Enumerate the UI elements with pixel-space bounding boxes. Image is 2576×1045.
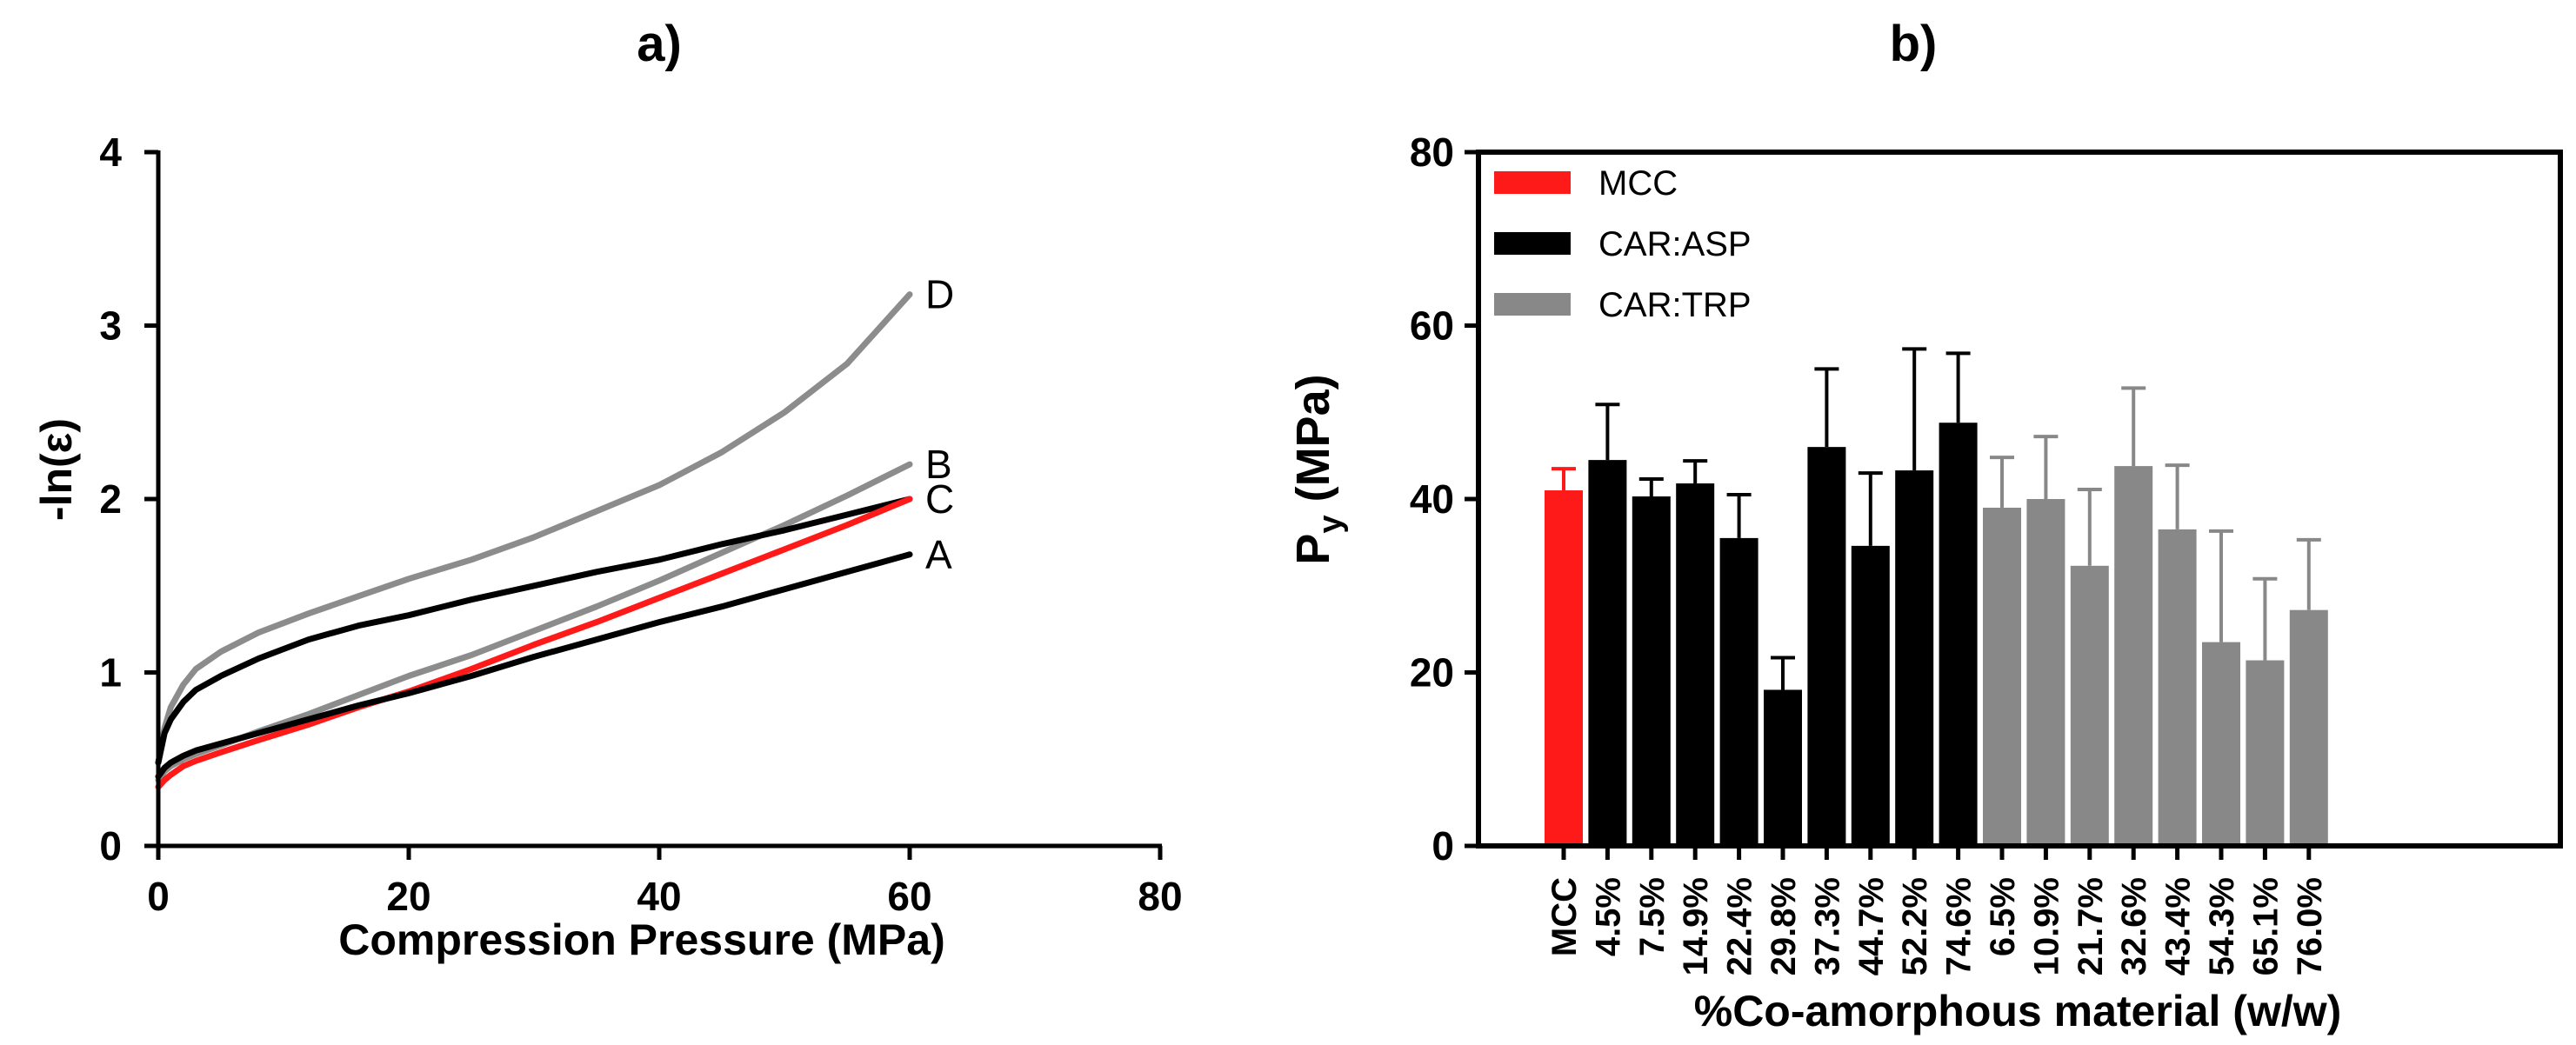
bar-74-6 xyxy=(1939,423,1978,846)
panel-b-error-bars xyxy=(1552,347,2321,690)
legend-swatch-car-trp xyxy=(1494,293,1571,316)
panel-b-x-axis-title: %Co-amorphous material (w/w) xyxy=(1694,987,2342,1035)
panel-b-x-tick-label: 4.5% xyxy=(1589,877,1627,956)
panel-b-x-tick-label: 14.9% xyxy=(1677,877,1715,975)
panel-a-y-tick-label: 0 xyxy=(99,823,122,869)
panel-b-x-ticks: MCC 4.5% 7.5% 14.9% 22.4% 29.8% 37.3% 44.7% 52.2… xyxy=(1545,846,2329,975)
panel-a-y-tick-label: 4 xyxy=(99,130,122,175)
panel-b-y-axis-title-unit: (MPa) xyxy=(1287,374,1339,515)
legend-label-mcc: MCC xyxy=(1598,164,1678,203)
panel-a-y-axis-title: -ln(ε) xyxy=(32,418,81,521)
panel-a-line-chart: a) 0 1 2 3 4 0 20 40 60 80 D BCA Compression Pres… xyxy=(32,16,1183,964)
panel-b-x-tick-label: 44.7% xyxy=(1852,877,1891,975)
panel-b-legend: MCC CAR:ASP CAR:TRP xyxy=(1494,164,1752,324)
bar-32-6 xyxy=(2114,466,2153,846)
panel-a-curves xyxy=(155,291,913,790)
bar-43-4 xyxy=(2158,529,2197,846)
curve-red xyxy=(155,496,913,790)
legend-label-car-trp: CAR:TRP xyxy=(1598,286,1752,324)
legend-swatch-car-asp xyxy=(1494,232,1571,255)
legend-swatch-mcc xyxy=(1494,171,1571,194)
bar-54-3 xyxy=(2202,642,2240,846)
curve-d xyxy=(155,291,913,766)
panel-b-x-tick-label: 21.7% xyxy=(2072,877,2110,975)
bar-4-5 xyxy=(1588,460,1627,846)
panel-a-x-ticks: 0 20 40 60 80 xyxy=(147,846,1183,919)
bar-44-7 xyxy=(1851,545,1890,846)
curve-b xyxy=(155,461,913,783)
panel-a-x-tick-label: 20 xyxy=(386,874,430,919)
bar-mcc xyxy=(1545,490,1583,846)
panel-b-x-tick-label: 10.9% xyxy=(2027,877,2065,975)
bar-22-4 xyxy=(1719,537,1758,846)
panel-b-label: b) xyxy=(1890,16,1938,72)
panel-b-x-tick-label: 43.4% xyxy=(2159,877,2198,975)
panel-a-axes xyxy=(156,150,1162,849)
panel-b-y-axis-title: Py (MPa) xyxy=(1287,374,1349,564)
panel-b-x-tick-label: 37.3% xyxy=(1808,877,1846,975)
panel-b-y-tick-label: 80 xyxy=(1410,130,1454,175)
panel-b-y-axis-title-sub: y xyxy=(1312,515,1349,533)
bar-7-5 xyxy=(1632,496,1671,846)
panel-b-x-tick-label: 52.2% xyxy=(1896,877,1934,975)
panel-b-x-tick-label: 29.8% xyxy=(1765,877,1803,975)
panel-a-y-tick-label: 3 xyxy=(99,303,122,349)
panel-a-y-ticks: 0 1 2 3 4 xyxy=(99,130,158,869)
bar-21-7 xyxy=(2070,565,2109,846)
panel-a-y-tick-label: 1 xyxy=(99,650,122,696)
panel-a-x-tick-label: 60 xyxy=(887,874,931,919)
panel-b-x-tick-label: 54.3% xyxy=(2203,877,2241,975)
panel-a-x-tick-label: 40 xyxy=(637,874,681,919)
panel-b-x-tick-label: 32.6% xyxy=(2115,877,2153,975)
panel-b-y-tick-label: 60 xyxy=(1410,303,1454,349)
panel-b-y-tick-label: 0 xyxy=(1431,823,1454,869)
bar-76-0 xyxy=(2289,609,2328,846)
bar-6-5 xyxy=(1983,507,2021,846)
panel-a-x-tick-label: 0 xyxy=(147,874,170,919)
panel-a-y-tick-label: 2 xyxy=(99,476,122,522)
panel-b-x-tick-label: 6.5% xyxy=(1984,877,2022,956)
panel-b-x-tick-label: 74.6% xyxy=(1940,877,1979,975)
panel-b-bars xyxy=(1545,423,2328,846)
bar-37-3 xyxy=(1807,447,1846,846)
panel-b-y-axis-title-main: P xyxy=(1287,534,1339,565)
panel-b-y-tick-label: 40 xyxy=(1410,476,1454,522)
bar-14-9 xyxy=(1676,483,1715,846)
panel-b-x-tick-label: 22.4% xyxy=(1721,877,1759,975)
panel-a-label: a) xyxy=(637,16,682,72)
panel-a-x-axis-title: Compression Pressure (MPa) xyxy=(338,915,944,964)
legend-label-car-asp: CAR:ASP xyxy=(1598,225,1752,263)
panel-b-y-ticks: 0 20 40 60 80 xyxy=(1410,130,1478,869)
bar-10-9 xyxy=(2026,499,2065,846)
bar-29-8 xyxy=(1764,689,1802,846)
curve-label-d: D xyxy=(925,272,954,317)
panel-b-x-tick-label: 7.5% xyxy=(1633,877,1672,956)
curve-label-a: A xyxy=(925,532,952,577)
panel-b-x-tick-label: 76.0% xyxy=(2291,877,2329,975)
curve-label-c: C xyxy=(925,476,954,522)
curve-a xyxy=(155,551,913,780)
panel-a-x-tick-label: 80 xyxy=(1138,874,1182,919)
panel-b-y-tick-label: 20 xyxy=(1410,650,1454,696)
curve-c xyxy=(155,496,913,766)
bar-65-1 xyxy=(2246,660,2285,846)
panel-a-curve-labels: D BCA xyxy=(925,272,954,577)
panel-b-x-tick-label: MCC xyxy=(1545,877,1584,956)
panel-b-x-tick-label: 65.1% xyxy=(2246,877,2285,975)
bar-52-2 xyxy=(1895,470,1934,846)
curve-label-b: B xyxy=(925,442,952,487)
